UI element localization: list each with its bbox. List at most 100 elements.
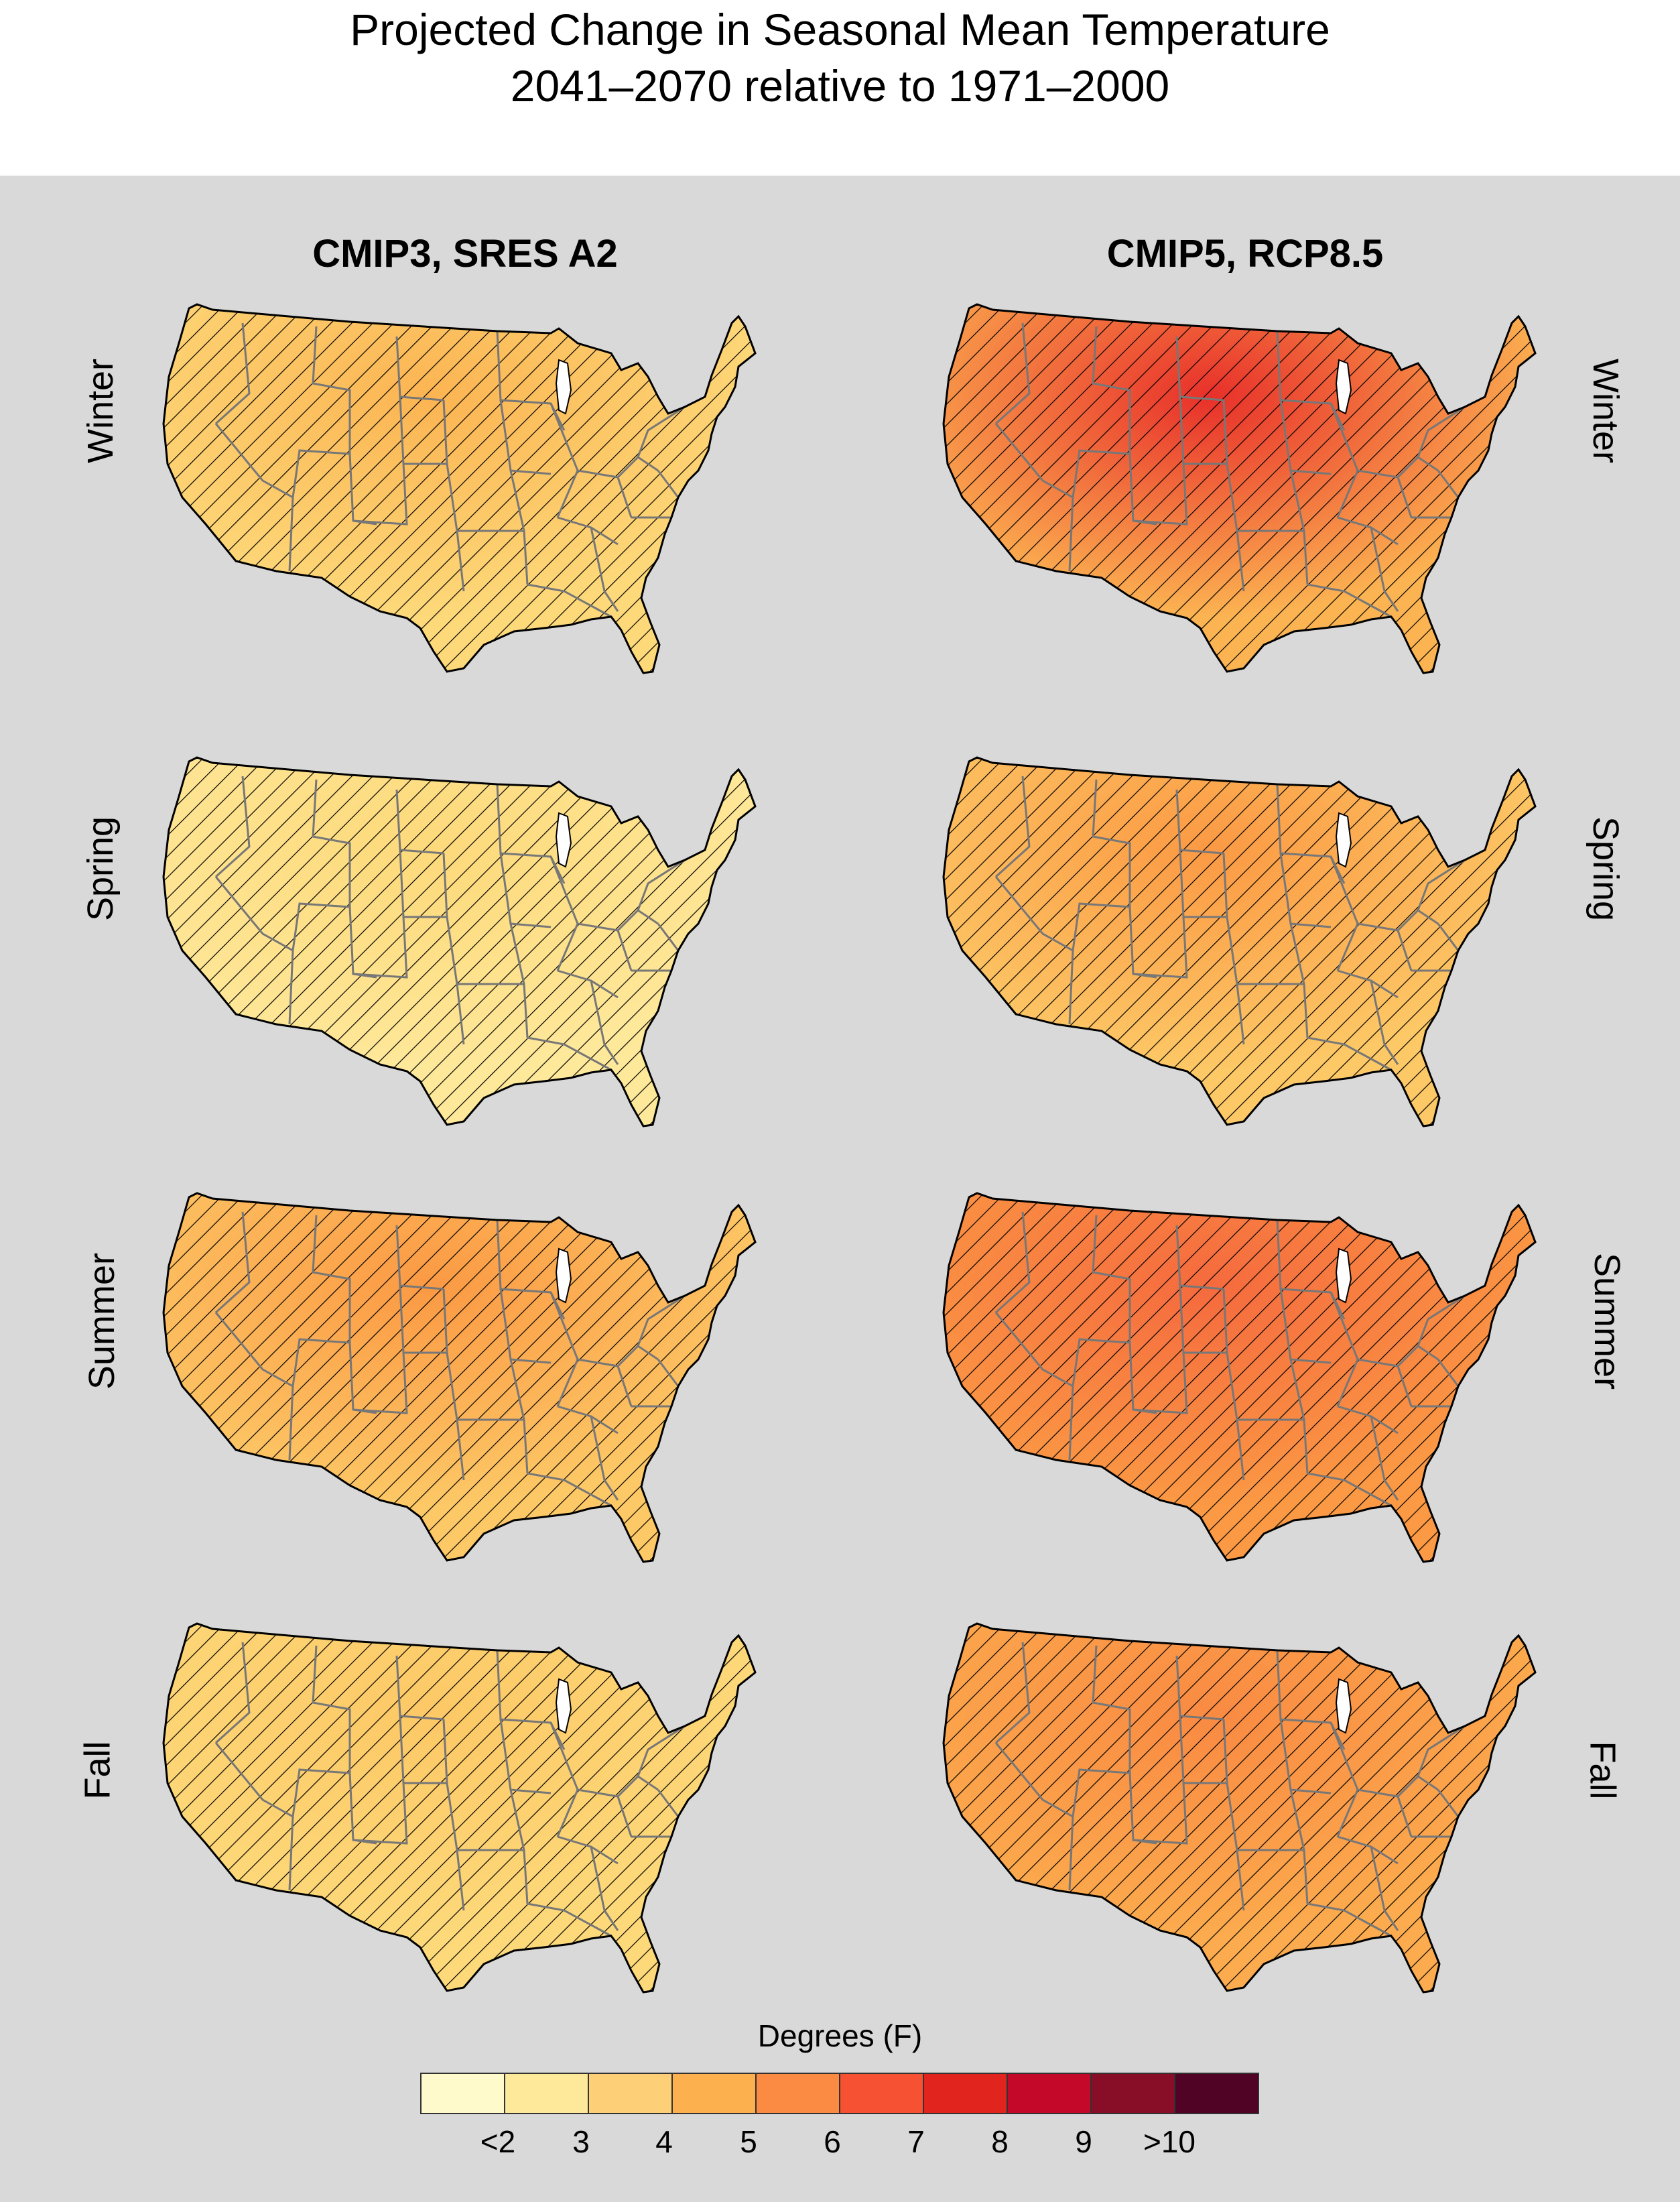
- state-border: [590, 1846, 619, 1931]
- legend-label-7: 7: [907, 2124, 925, 2159]
- state-border: [1133, 916, 1188, 979]
- state-border: [1222, 400, 1245, 592]
- state-border: [1276, 1219, 1346, 1320]
- state-border: [1072, 1338, 1130, 1387]
- state-border: [1092, 1645, 1131, 1773]
- state-border: [994, 876, 1074, 952]
- map-cmip3-spring: [149, 749, 765, 1138]
- state-border: [214, 423, 294, 499]
- us-outline: [162, 303, 757, 674]
- legend-label-4: 4: [655, 2124, 673, 2159]
- state-border: [1092, 326, 1131, 454]
- state-border: [214, 1642, 251, 1744]
- state-border: [509, 923, 529, 1038]
- legend-label-gt10: >10: [1143, 2124, 1196, 2159]
- us-map-svg: [942, 756, 1537, 1127]
- state-border: [637, 406, 686, 458]
- title-line-2: 2041–2070 relative to 1971–2000: [510, 61, 1170, 111]
- state-border: [1437, 1789, 1460, 1817]
- map-cmip3-fall: [149, 1615, 765, 2004]
- state-border: [214, 1312, 294, 1388]
- state-border: [1068, 1816, 1074, 1891]
- state-border: [292, 1338, 350, 1387]
- state-border: [527, 1472, 612, 1507]
- legend-labels: <2 3 4 5 6 7 8 9 >10: [420, 2124, 1259, 2164]
- column-header-cmip5: CMIP5, RCP8.5: [1106, 232, 1384, 276]
- state-border: [352, 463, 408, 526]
- state-border: [1133, 463, 1188, 526]
- state-border: [288, 1816, 294, 1891]
- us-outline: [162, 756, 757, 1127]
- state-border: [994, 1312, 1074, 1388]
- state-border: [1072, 449, 1130, 498]
- state-border: [442, 400, 465, 592]
- state-border: [1289, 1359, 1309, 1474]
- state-border: [509, 470, 529, 585]
- state-border: [312, 1215, 351, 1343]
- state-border: [292, 449, 350, 498]
- legend-swatch-8: [924, 2074, 1008, 2113]
- state-border: [527, 1902, 612, 1937]
- state-border: [496, 1219, 566, 1320]
- state-border: [214, 1211, 251, 1314]
- lake-michigan: [1335, 812, 1352, 868]
- state-border: [637, 859, 686, 911]
- state-border: [509, 1359, 529, 1474]
- state-border: [1417, 1294, 1466, 1347]
- state-border: [352, 1352, 408, 1414]
- state-border: [994, 1211, 1031, 1314]
- row-label-fall-left: Fall: [77, 1741, 118, 1800]
- state-border: [1370, 980, 1399, 1065]
- state-borders: [214, 1642, 686, 1937]
- state-border: [288, 950, 294, 1025]
- state-border: [637, 1294, 686, 1347]
- lake-michigan: [555, 1247, 572, 1304]
- row-label-spring-left: Spring: [80, 816, 121, 922]
- state-borders: [994, 1642, 1466, 1937]
- legend-label-3: 3: [572, 2124, 590, 2159]
- state-border: [657, 470, 680, 498]
- state-border: [1370, 1416, 1399, 1501]
- legend-swatch-gt10: [1092, 2074, 1175, 2113]
- lake-michigan: [555, 812, 572, 868]
- state-border: [312, 779, 351, 907]
- state-border: [994, 1742, 1074, 1818]
- state-border: [590, 1416, 619, 1501]
- state-border: [1437, 470, 1460, 498]
- lake-michigan: [1335, 359, 1352, 415]
- state-border: [1307, 583, 1392, 618]
- color-legend: [420, 2073, 1259, 2114]
- map-cmip3-summer: [149, 1185, 765, 1574]
- state-border: [994, 322, 1031, 425]
- us-map-svg: [942, 1192, 1537, 1563]
- us-map-svg: [162, 1622, 757, 1994]
- state-border: [312, 326, 351, 454]
- state-borders: [994, 1211, 1466, 1507]
- state-borders: [994, 776, 1466, 1071]
- us-outline: [942, 1192, 1537, 1563]
- figure-title: Projected Change in Seasonal Mean Temper…: [0, 0, 1680, 114]
- state-border: [1092, 779, 1131, 907]
- map-cmip5-fall: [929, 1615, 1545, 2004]
- state-border: [1307, 1902, 1392, 1937]
- us-map-svg: [162, 303, 757, 674]
- lake-michigan: [555, 359, 572, 415]
- state-border: [292, 902, 350, 951]
- state-border: [1289, 470, 1309, 585]
- map-cmip5-summer: [929, 1185, 1545, 1574]
- row-label-winter-right: Winter: [1586, 358, 1626, 464]
- state-border: [214, 876, 294, 952]
- state-border: [496, 784, 566, 884]
- state-border: [1276, 330, 1346, 431]
- state-border: [496, 330, 566, 431]
- state-border: [1133, 1352, 1188, 1414]
- map-cmip3-winter: [149, 296, 765, 685]
- state-border: [442, 1288, 465, 1481]
- legend-swatch-5: [673, 2074, 757, 2113]
- state-border: [637, 1725, 686, 1777]
- state-border: [1068, 497, 1074, 572]
- state-border: [1417, 859, 1466, 911]
- state-border: [1289, 1789, 1309, 1904]
- state-border: [214, 322, 251, 425]
- state-border: [1370, 1846, 1399, 1931]
